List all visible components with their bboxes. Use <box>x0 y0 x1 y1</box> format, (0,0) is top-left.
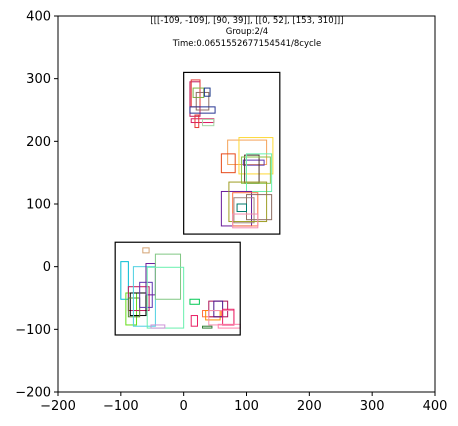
data-rect-34 <box>142 247 150 254</box>
y-tick-label: 0 <box>43 260 51 275</box>
title-line-1: [[[-109, -109], [90, 39]], [[0, 52], [15… <box>150 16 343 26</box>
data-rect-40 <box>205 310 221 321</box>
title-line-2: Group:2/4 <box>226 27 268 37</box>
data-rect-5 <box>203 87 211 97</box>
data-rect-44 <box>222 308 235 326</box>
data-rect-17 <box>220 190 253 227</box>
y-tick-label: 200 <box>26 135 51 150</box>
y-tick-label: 100 <box>26 198 51 213</box>
title-line-3: Time:0.0651552677154541/8cycle <box>172 39 322 49</box>
chart-title: [[[-109, -109], [90, 39]], [[0, 52], [15… <box>150 16 343 49</box>
data-rect-36 <box>189 298 200 305</box>
x-tick-label: 200 <box>297 399 322 414</box>
x-tick-label: 0 <box>180 399 188 414</box>
data-rect-18 <box>232 192 259 227</box>
data-rect-15 <box>240 156 271 184</box>
data-rect-9 <box>202 118 215 127</box>
x-tick-label: −200 <box>40 399 76 414</box>
data-rect-12 <box>220 153 236 174</box>
data-rect-32 <box>154 253 182 300</box>
data-rect-21 <box>246 194 273 221</box>
data-rect-27 <box>129 292 147 317</box>
y-tick-label: 400 <box>26 10 51 25</box>
group-box-2 <box>183 71 281 235</box>
y-axis: −200 −100 0 100 200 300 400 <box>15 10 58 401</box>
data-rect-19 <box>233 197 255 224</box>
data-rect-8 <box>194 114 200 129</box>
data-rect-16 <box>246 153 273 192</box>
data-rect-4 <box>195 91 210 111</box>
data-rect-23 <box>232 213 259 229</box>
y-tick-label: 300 <box>26 72 51 87</box>
y-tick-label: −100 <box>15 323 51 338</box>
data-rect-11 <box>238 137 274 175</box>
y-tick-label: −200 <box>15 386 51 401</box>
x-tick-label: 300 <box>360 399 385 414</box>
data-rect-20 <box>228 181 268 223</box>
data-rect-22 <box>236 203 248 213</box>
plot-marks <box>120 79 274 329</box>
x-tick-label: 400 <box>423 399 448 414</box>
data-rect-24 <box>120 261 129 300</box>
x-tick-label: 100 <box>234 399 259 414</box>
x-tick-label: −100 <box>103 399 139 414</box>
data-rect-2 <box>190 79 201 108</box>
data-rect-10 <box>227 139 268 166</box>
data-rect-35 <box>150 324 166 329</box>
data-rect-37 <box>190 315 198 327</box>
data-rect-6 <box>189 106 216 114</box>
x-axis: −200 −100 0 100 200 300 400 <box>40 392 447 414</box>
data-rect-13 <box>242 159 265 166</box>
group-box-1 <box>114 241 241 336</box>
data-rect-33 <box>146 266 185 329</box>
group-boxes <box>114 71 281 336</box>
data-rect-38 <box>202 325 213 329</box>
